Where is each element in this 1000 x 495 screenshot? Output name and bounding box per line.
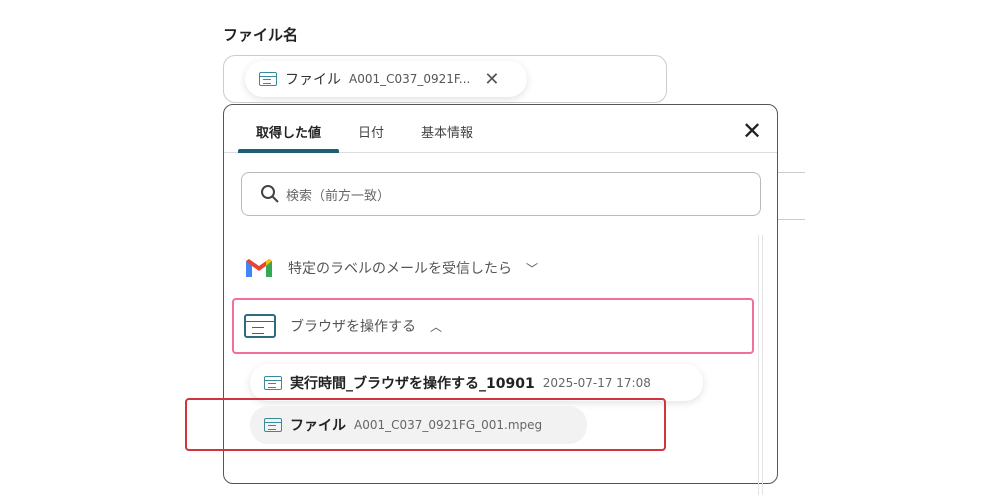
item-value: 2025-07-17 17:08 (542, 375, 651, 390)
item-title: ファイル (290, 418, 346, 434)
value-picker-popup: 取得した値 日付 基本情報 ✕ 検索（前方一致） 特定のラベルのメールを受信した… (223, 104, 778, 495)
tab-acquired-values[interactable]: 取得した値 (256, 126, 322, 141)
highlight-box (185, 398, 666, 451)
divider (778, 219, 805, 220)
gmail-icon (246, 259, 272, 277)
chip-title: ファイル (285, 72, 341, 88)
tab-basic-info[interactable]: 基本情報 (421, 126, 474, 141)
search-placeholder: 検索（前方一致） (286, 188, 391, 204)
tab-date[interactable]: 日付 (358, 126, 385, 141)
section-browser[interactable]: ブラウザを操作する ︿ (232, 298, 754, 354)
close-icon[interactable]: ✕ (742, 117, 763, 145)
browser-icon (244, 314, 276, 338)
browser-icon (264, 375, 282, 390)
section-label: 特定のラベルのメールを受信したら (288, 261, 512, 277)
tab-bar: 取得した値 日付 基本情報 ✕ (224, 105, 777, 153)
remove-chip-icon[interactable]: ✕ (484, 68, 500, 90)
chip-value: A001_C037_0921F... (349, 72, 471, 86)
search-input[interactable]: 検索（前方一致） (241, 172, 761, 216)
item-title: 実行時間_ブラウザを操作する_10901 (290, 375, 535, 392)
browser-icon (259, 72, 277, 86)
section-label: ブラウザを操作する (290, 319, 416, 335)
item-value: A001_C037_0921FG_001.mpeg (354, 418, 543, 432)
list-item-file[interactable]: ファイル A001_C037_0921FG_001.mpeg (250, 406, 587, 444)
list-item-execution-time[interactable]: 実行時間_ブラウザを操作する_10901 2025-07-17 17:08 (250, 364, 703, 401)
chevron-down-icon: ﹀ (526, 261, 539, 276)
field-label: ファイル名 (223, 26, 299, 44)
browser-icon (264, 418, 282, 432)
chevron-up-icon: ︿ (430, 319, 443, 334)
active-tab-indicator (238, 149, 339, 153)
divider (778, 172, 805, 173)
search-icon (261, 185, 279, 203)
scrollbar[interactable] (758, 235, 763, 495)
selected-value-chip[interactable]: ファイル A001_C037_0921F... ✕ (245, 61, 527, 97)
section-gmail[interactable]: 特定のラベルのメールを受信したら ﹀ (244, 255, 538, 281)
